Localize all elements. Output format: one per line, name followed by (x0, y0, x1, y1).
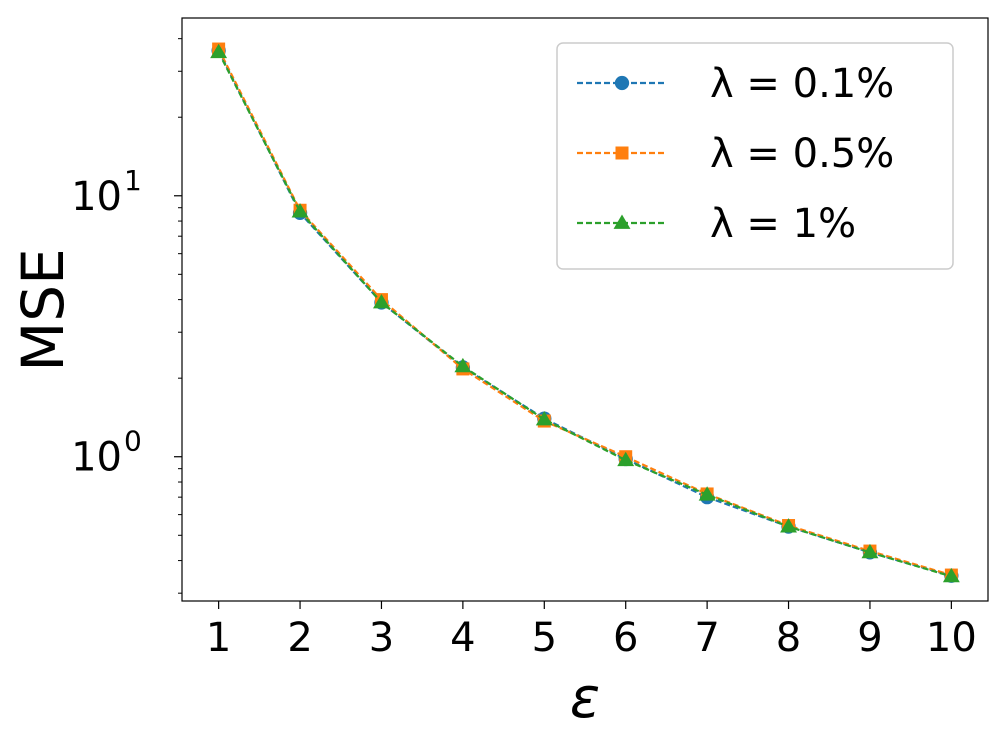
data-point (210, 43, 228, 59)
y-tick-base: 10 (71, 174, 122, 220)
legend-label: λ = 0.1% (710, 61, 894, 107)
y-tick-label: 10 (71, 435, 122, 481)
y-tick-exponent: 1 (124, 164, 142, 197)
data-point (780, 518, 797, 533)
series-line (217, 48, 952, 577)
data-point (454, 357, 472, 373)
x-tick-label: 9 (857, 615, 882, 661)
x-tick-label: 4 (450, 615, 475, 661)
x-tick-label: 6 (613, 615, 638, 661)
legend-marker (615, 146, 629, 160)
legend-marker (614, 75, 630, 91)
y-tick-label: 10 (71, 174, 122, 220)
plot-frame (181, 17, 989, 602)
legend-label: λ = 0.5% (710, 131, 894, 177)
series-2 (210, 43, 960, 583)
legend-label: λ = 1% (710, 201, 856, 247)
x-tick-label: 5 (532, 615, 557, 661)
data-point (291, 203, 309, 218)
x-tick-label: 3 (369, 615, 394, 661)
plot-area (210, 42, 960, 583)
data-point (535, 410, 553, 426)
legend-box (556, 42, 954, 270)
x-tick-label: 7 (694, 615, 719, 661)
x-tick-label: 10 (926, 615, 977, 661)
y-axis-title: MSE (9, 248, 77, 372)
x-tick-label: 2 (287, 615, 312, 661)
x-tick-label: 8 (776, 615, 801, 661)
y-tick-base: 10 (71, 435, 122, 481)
x-axis: 1 2 3 4 5 6 7 8 9 10 (206, 601, 977, 661)
data-point (861, 543, 879, 559)
data-point (942, 567, 960, 583)
legend-marker (613, 214, 631, 229)
x-tick-label: 1 (206, 615, 231, 661)
x-axis-title: ε (570, 666, 600, 731)
series-line (217, 51, 952, 578)
data-point (698, 486, 716, 501)
legend: λ = 0.1% λ = 0.5% λ = 1% (556, 42, 954, 270)
y-tick-exponent: 0 (124, 425, 142, 458)
data-point (617, 451, 635, 467)
data-point (373, 294, 390, 309)
